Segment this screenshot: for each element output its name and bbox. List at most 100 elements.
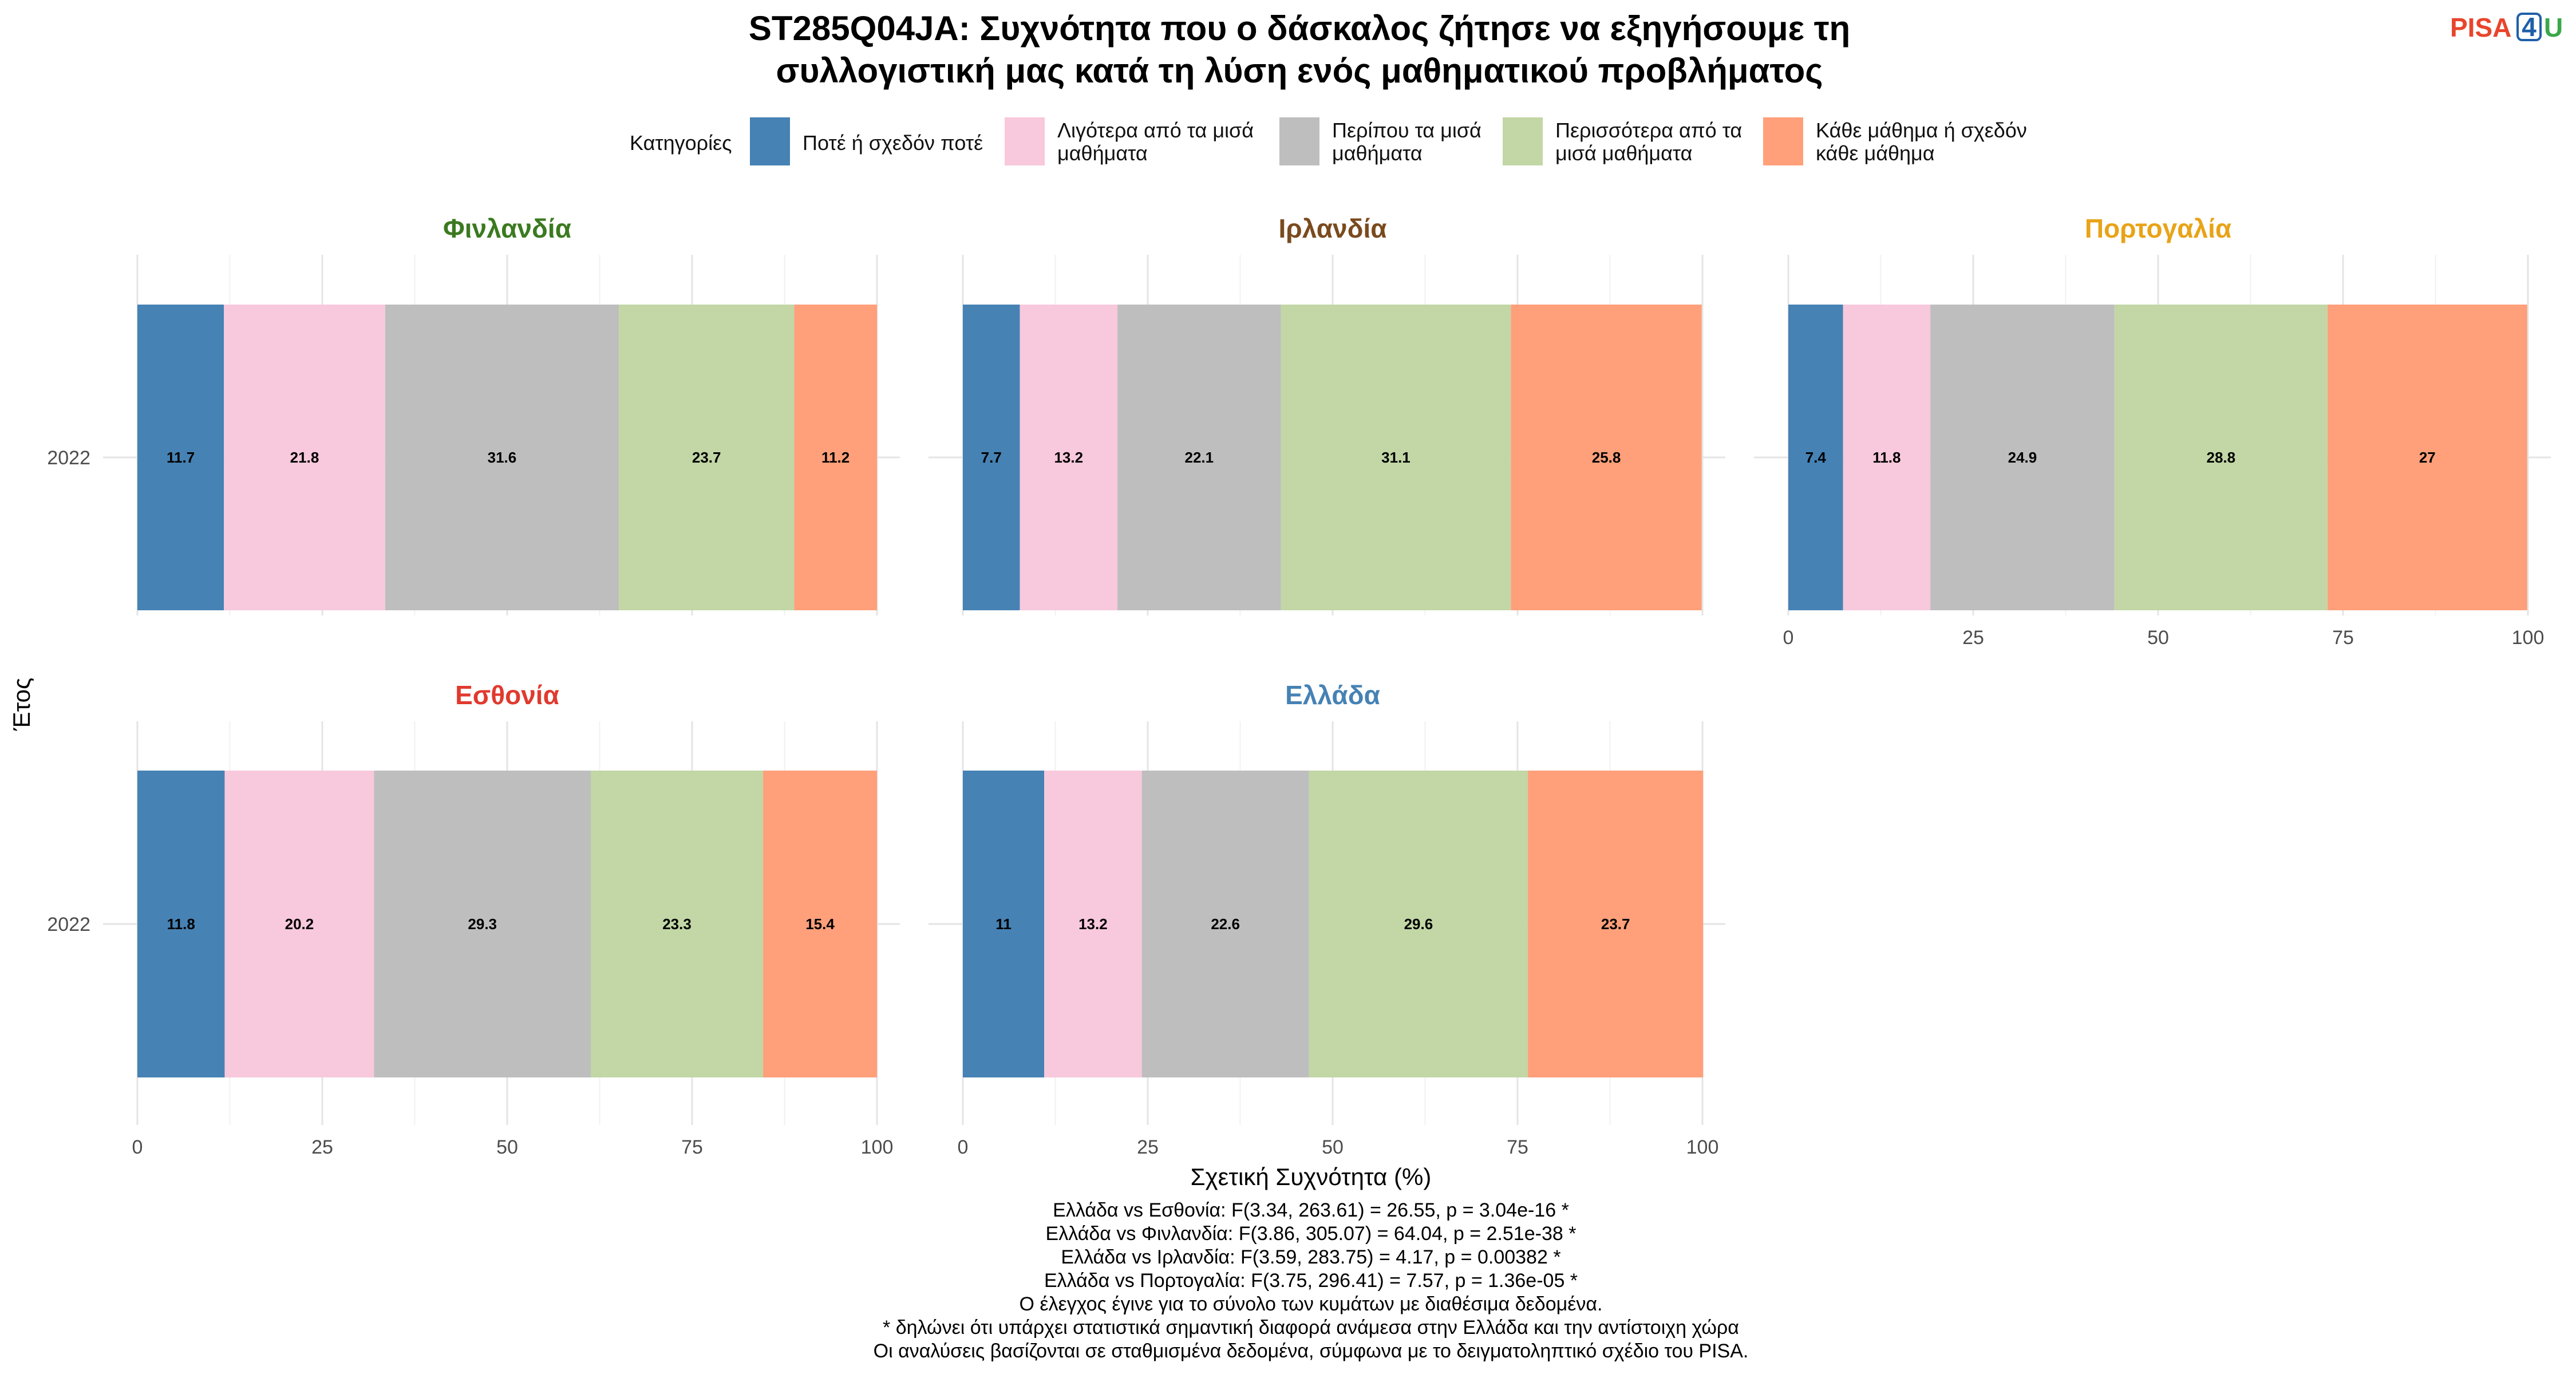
pisa4u-logo: PISA 4 U [2450, 12, 2563, 42]
logo-suffix: U [2544, 13, 2563, 42]
x-tick-label: 100 [861, 1136, 894, 1158]
logo-digit-box [2516, 13, 2542, 41]
x-tick-label: 25 [311, 1136, 333, 1158]
bar-value-label: 11.8 [1872, 449, 1901, 466]
x-tick-label: 50 [496, 1136, 518, 1158]
logo-digit: 4 [2522, 12, 2537, 42]
bar-segment [224, 305, 385, 610]
legend-title: Κατηγορίες [630, 131, 732, 155]
legend-item-label: κάθε μάθημα [1816, 141, 1935, 165]
bar-value-label: 15.4 [805, 915, 835, 933]
axis-titles: Σχετική Συχνότητα (%) Έτος [8, 678, 1431, 1190]
bar-segment [1281, 305, 1511, 610]
bar-value-label: 11.2 [821, 449, 850, 466]
legend-item-label: Ποτέ ή σχεδόν ποτέ [803, 131, 983, 155]
bar-value-label: 22.6 [1211, 915, 1240, 933]
legend-swatch [1005, 117, 1045, 165]
y-tick-label: 2022 [47, 447, 90, 469]
legend-item-label: Κάθε μάθημα ή σχεδόν [1816, 119, 2027, 142]
bar-value-label: 29.3 [468, 915, 497, 933]
caption-line: Οι αναλύσεις βασίζονται σε σταθμισμένα δ… [874, 1340, 1749, 1362]
legend-item-label: Περισσότερα από τα [1555, 119, 1742, 142]
bar-value-label: 22.1 [1184, 449, 1214, 466]
legend-item-label: μισά μαθήματα [1555, 141, 1692, 165]
facet-title: Πορτογαλία [2085, 214, 2231, 243]
bar-value-label: 20.2 [285, 915, 314, 933]
bar-segment [224, 771, 374, 1077]
bar-value-label: 27 [2419, 449, 2436, 466]
bar-value-label: 23.3 [662, 915, 692, 933]
facet-title: Ιρλανδία [1278, 214, 1386, 243]
bar-segment [1309, 771, 1528, 1077]
caption-line: * δηλώνει ότι υπάρχει στατιστικά σημαντι… [883, 1317, 1739, 1339]
bar-segment [2327, 305, 2527, 610]
caption: Ελλάδα vs Εσθονία: F(3.34, 263.61) = 26.… [874, 1199, 1749, 1362]
facet-panels: Φινλανδία 11.7 21.8 31.6 23.7 11.2 2022 Ιρλανδί… [47, 214, 2551, 1158]
bar-segment [1528, 771, 1704, 1077]
legend-swatch [1763, 117, 1803, 165]
bar-segment [1117, 305, 1281, 610]
bar-segment [619, 305, 795, 610]
facet-title: Εσθονία [455, 680, 559, 710]
bar-value-label: 13.2 [1078, 915, 1108, 933]
facet-panel: Ιρλανδία 7.7 13.2 22.1 31.1 25.8 [929, 214, 1725, 615]
bar-value-label: 7.7 [981, 449, 1002, 466]
bar-segment [137, 771, 225, 1077]
x-tick-label: 50 [1322, 1136, 1344, 1158]
x-tick-label: 0 [958, 1136, 969, 1158]
bar-value-label: 11 [995, 915, 1012, 933]
caption-line: Ελλάδα vs Πορτογαλία: F(3.75, 296.41) = … [1044, 1270, 1578, 1292]
x-tick-label: 100 [2512, 627, 2545, 649]
bar-segment [1843, 305, 1931, 610]
bar-segment [1788, 305, 1843, 610]
caption-line: Ελλάδα vs Φινλανδία: F(3.86, 305.07) = 6… [1046, 1223, 1577, 1245]
facet-panel: Φινλανδία 11.7 21.8 31.6 23.7 11.2 2022 [47, 214, 900, 615]
bar-value-label: 29.6 [1404, 915, 1433, 933]
bar-value-label: 23.7 [692, 449, 721, 466]
bar-segment [963, 771, 1045, 1077]
facet-panel: Εσθονία 11.8 20.2 29.3 23.3 15.4 2022 0 25 50 75 10… [47, 680, 900, 1158]
bar-value-label: 23.7 [1601, 915, 1630, 933]
legend-item-label: Περίπου τα μισά [1332, 119, 1481, 142]
chart-title: ST285Q04JA: Συχνότητα που ο δάσκαλος ζήτ… [749, 9, 1850, 90]
legend-item-label: μαθήματα [1057, 141, 1148, 165]
bar-segment [763, 771, 877, 1077]
facet-panel: Ελλάδα 11 13.2 22.6 29.6 23.7 0 25 50 75 100 [929, 680, 1725, 1158]
x-tick-label: 50 [2147, 627, 2169, 649]
bar-segment [1044, 771, 1142, 1077]
bar-segment [590, 771, 764, 1077]
bar-segment [1930, 305, 2115, 610]
x-tick-label: 75 [2332, 627, 2354, 649]
bar-segment [385, 305, 619, 610]
title-line: συλλογιστική μας κατά τη λύση ενός μαθημ… [776, 52, 1823, 90]
title-line: ST285Q04JA: Συχνότητα που ο δάσκαλος ζήτ… [749, 9, 1850, 48]
x-tick-label: 0 [1783, 627, 1794, 649]
bar-segment [1141, 771, 1309, 1077]
bar-value-label: 31.6 [488, 449, 517, 466]
legend: Κατηγορίες Ποτέ ή σχεδόν ποτέ Λιγότερα από… [630, 117, 2027, 165]
bar-value-label: 31.1 [1381, 449, 1411, 466]
legend-swatch [1279, 117, 1319, 165]
x-tick-label: 25 [1137, 1136, 1159, 1158]
bar-segment [1020, 305, 1118, 610]
caption-line: Ο έλεγχος έγινε για το σύνολο των κυμάτω… [1020, 1293, 1603, 1315]
legend-item-label: Λιγότερα από τα μισά [1057, 119, 1254, 142]
bar-segment [794, 305, 877, 610]
bar-value-label: 28.8 [2207, 449, 2236, 466]
bar-value-label: 21.8 [290, 449, 319, 466]
x-axis-title: Σχετική Συχνότητα (%) [1191, 1163, 1432, 1190]
bar-value-label: 25.8 [1592, 449, 1621, 466]
y-axis-title: Έτος [8, 678, 35, 732]
bar-segment [963, 305, 1020, 610]
x-tick-label: 75 [681, 1136, 703, 1158]
facet-title: Φινλανδία [443, 214, 571, 243]
x-tick-label: 75 [1507, 1136, 1528, 1158]
legend-item-label: μαθήματα [1332, 141, 1423, 165]
bar-value-label: 7.4 [1805, 449, 1827, 466]
bar-value-label: 13.2 [1054, 449, 1083, 466]
facet-panel: Πορτογαλία 7.4 11.8 24.9 28.8 27 0 25 50 75 100 [1754, 214, 2551, 649]
bar-value-label: 24.9 [2008, 449, 2037, 466]
y-tick-label: 2022 [47, 914, 90, 935]
bar-segment [1511, 305, 1702, 610]
